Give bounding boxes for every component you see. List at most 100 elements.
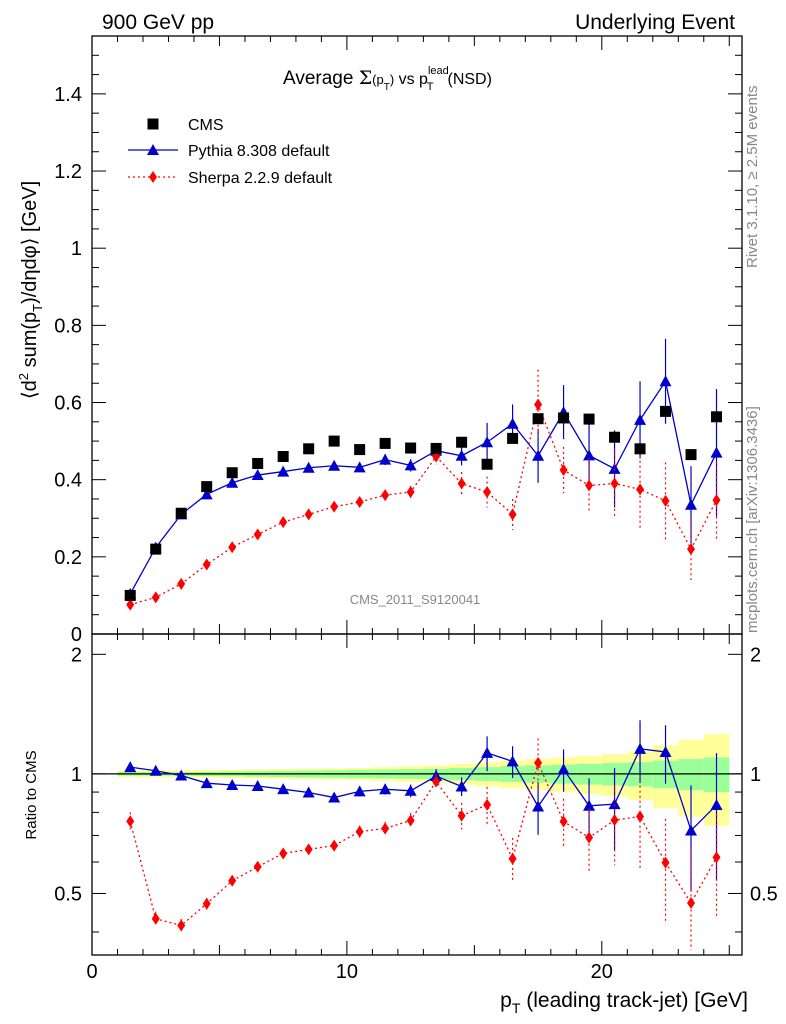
analysis-watermark: CMS_2011_S9120041 xyxy=(350,592,481,607)
pythia-point xyxy=(659,375,672,387)
sherpa-point xyxy=(253,528,262,541)
ratio-tick-label-left: 2 xyxy=(71,644,82,666)
y-tick-label: 0 xyxy=(71,624,82,646)
sherpa-ratio-point xyxy=(279,847,288,860)
header-right: Underlying Event xyxy=(575,11,735,34)
sherpa-point xyxy=(151,591,160,604)
sherpa-point xyxy=(534,398,543,411)
pythia-point xyxy=(710,446,723,458)
pythia-point xyxy=(634,413,647,425)
cms-point xyxy=(303,443,315,455)
sherpa-ratio-line xyxy=(129,760,718,927)
sherpa-ratio-point xyxy=(534,756,543,769)
cms-point xyxy=(532,413,544,425)
sherpa-ratio-point xyxy=(508,852,517,865)
cms-point xyxy=(328,435,340,447)
pythia-point xyxy=(200,488,213,500)
pythia-point xyxy=(404,459,417,471)
pythia-point xyxy=(328,459,341,471)
cms-point xyxy=(558,412,570,424)
pythia-ratio-point xyxy=(455,780,468,792)
legend-marker xyxy=(147,144,159,155)
cms-point xyxy=(150,543,162,555)
pythia-ratio-point xyxy=(379,783,392,795)
cms-point xyxy=(609,431,621,443)
pythia-point xyxy=(302,461,315,473)
sherpa-ratio-point xyxy=(457,809,466,822)
sherpa-ratio-point xyxy=(381,822,390,835)
sherpa-line xyxy=(130,402,718,606)
pythia-ratio-point xyxy=(404,784,417,796)
pythia-ratio-point xyxy=(506,755,519,767)
sherpa-ratio-point xyxy=(483,798,492,811)
pythia-ratio-point xyxy=(532,800,545,812)
legend: CMS Pythia 8.308 default Sherpa 2.2.9 defa… xyxy=(128,117,333,187)
y-axis-label: ⟨d2 sum(pT)/dηdφ⟩ [GeV] xyxy=(16,181,45,399)
pythia-ratio-line xyxy=(130,748,717,832)
sherpa-ratio-point xyxy=(610,814,619,827)
sherpa-point xyxy=(279,516,288,529)
sherpa-ratio-point xyxy=(202,897,211,910)
sherpa-ratio-point xyxy=(330,839,339,852)
legend-marker xyxy=(149,171,157,183)
pythia-ratio-point xyxy=(557,763,570,775)
pythia-ratio-point xyxy=(328,791,341,803)
pythia-point xyxy=(532,449,545,461)
cms-point xyxy=(430,442,442,454)
ratio-tick-label-right: 0.5 xyxy=(750,883,778,905)
pythia-ratio-point xyxy=(583,799,596,811)
pythia-point xyxy=(455,449,468,461)
y-tick-label: 0.8 xyxy=(54,315,82,337)
pythia-ratio-point xyxy=(634,742,647,754)
sherpa-ratio-point xyxy=(355,825,364,838)
axes: 0 10 20 0 0.2 0.4 0.6 0.8 1 1.2 1.4 0.5 0.5 1 1 2 2 xyxy=(54,35,778,983)
ratio-tick-label-left: 1 xyxy=(71,764,82,786)
pythia-point xyxy=(353,461,366,473)
pythia-point xyxy=(379,453,392,465)
pythia-ratio-point xyxy=(481,746,494,758)
ratio-tick-label-right: 2 xyxy=(750,644,761,666)
ratio-tick-label-left: 0.5 xyxy=(54,883,82,905)
sherpa-ratio-point xyxy=(253,860,262,873)
cms-point xyxy=(634,443,646,455)
sherpa-point xyxy=(585,479,594,492)
ratio-band-stat xyxy=(678,759,704,791)
cms-point xyxy=(124,589,136,601)
legend-label: Pythia 8.308 default xyxy=(188,143,330,160)
pythia-line xyxy=(129,379,718,595)
sherpa-point xyxy=(355,496,364,509)
sherpa-ratio-point xyxy=(687,897,696,910)
pythia-ratio-point xyxy=(353,785,366,797)
cms-point xyxy=(507,432,519,444)
chart-title: Average Σ(pT) vs plead T (NSD) xyxy=(283,65,492,93)
sherpa-ratio-point xyxy=(304,843,313,856)
sherpa-point xyxy=(559,464,568,477)
sherpa-ratio-point xyxy=(432,775,441,788)
pythia-point xyxy=(685,498,698,510)
cms-point xyxy=(277,451,289,463)
legend-marker xyxy=(147,118,159,130)
y-tick-label: 0.6 xyxy=(54,393,82,415)
pythia-ratio-point xyxy=(149,764,162,776)
pythia-point xyxy=(583,449,596,461)
sherpa-point xyxy=(177,577,186,590)
cms-point xyxy=(354,444,366,456)
cms-point xyxy=(201,481,213,493)
sherpa-point xyxy=(126,598,135,611)
pythia-ratio-point xyxy=(659,746,672,758)
header-left: 900 GeV pp xyxy=(102,11,214,34)
sherpa-ratio-point xyxy=(712,851,721,864)
data-series xyxy=(124,338,723,951)
sherpa-point xyxy=(457,477,466,490)
sherpa-point xyxy=(661,494,670,507)
y-tick-label: 1.4 xyxy=(54,84,82,106)
ratio-tick-label-right: 1 xyxy=(750,764,761,786)
cms-point xyxy=(481,458,493,470)
pythia-point xyxy=(226,476,239,488)
sherpa-ratio-point xyxy=(661,856,670,869)
y-tick-label: 1.2 xyxy=(54,161,82,183)
pythia-ratio-point xyxy=(685,824,698,836)
cms-point xyxy=(379,437,391,449)
pythia-ratio-point xyxy=(124,761,137,773)
